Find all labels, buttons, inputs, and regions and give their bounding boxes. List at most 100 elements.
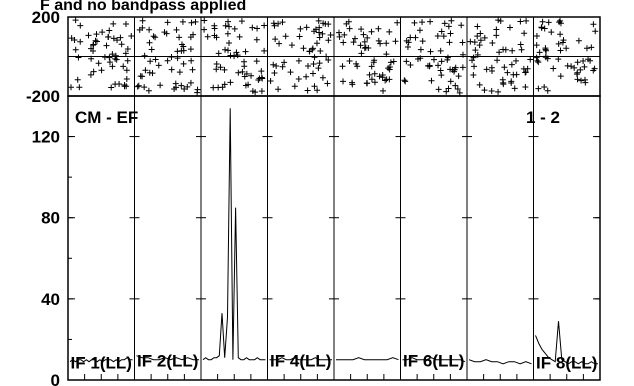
phase-tick-label: 200 (32, 8, 60, 27)
phase-point (164, 19, 171, 26)
phase-point (474, 51, 481, 58)
phase-point (267, 78, 274, 85)
series-label: IF 6(LL) (403, 352, 464, 371)
phase-point (142, 67, 149, 74)
phase-point (459, 64, 466, 71)
phase-point (113, 56, 120, 63)
phase-point (305, 62, 312, 69)
phase-point (511, 85, 518, 92)
phase-point (184, 83, 191, 90)
phase-point (224, 30, 231, 37)
phase-point (590, 21, 597, 28)
phase-point (92, 37, 99, 44)
amplitude-line-8 (535, 321, 598, 365)
phase-points-7 (467, 17, 534, 95)
phase-point (437, 47, 444, 54)
phase-point (354, 63, 361, 70)
phase-point (560, 37, 567, 44)
phase-point (219, 84, 226, 91)
phase-point (85, 32, 92, 39)
phase-point (349, 81, 356, 88)
phase-point (563, 45, 570, 52)
phase-point (536, 49, 543, 56)
phase-point (178, 82, 185, 89)
phase-point (435, 86, 442, 93)
phase-point (201, 26, 208, 33)
phase-point (171, 86, 178, 93)
phase-point (168, 53, 175, 60)
phase-point (402, 78, 409, 85)
phase-point (190, 31, 197, 38)
phase-point (317, 48, 324, 55)
phase-point (496, 49, 503, 56)
phase-point (242, 48, 249, 55)
phase-point (77, 22, 84, 29)
phase-point (204, 33, 211, 40)
phase-point (336, 29, 343, 36)
phase-point (320, 20, 327, 27)
phase-point (295, 57, 302, 64)
phase-point (575, 37, 582, 44)
phase-point (314, 87, 321, 94)
phase-point (112, 52, 119, 59)
phase-point (139, 17, 146, 24)
phase-point (489, 40, 496, 47)
phase-point (379, 74, 386, 81)
phase-point (68, 35, 75, 42)
phase-point (434, 32, 441, 39)
phase-point (72, 46, 79, 53)
phase-point (88, 45, 95, 52)
phase-point (316, 60, 323, 67)
phase-point (523, 17, 530, 24)
phase-point (272, 36, 279, 43)
phase-point (375, 25, 382, 32)
phase-point (366, 71, 373, 78)
phase-point (509, 47, 516, 54)
phase-point (512, 57, 519, 64)
phase-point (172, 80, 179, 87)
phase-point (488, 68, 495, 75)
phase-point (188, 19, 195, 26)
phase-point (252, 89, 259, 96)
phase-point (139, 73, 146, 80)
phase-point (279, 63, 286, 70)
phase-point (255, 77, 262, 84)
phase-point (164, 57, 171, 64)
phase-point (187, 46, 194, 53)
phase-point (152, 34, 159, 41)
phase-point (306, 48, 313, 55)
phase-point (181, 86, 188, 93)
phase-point (437, 67, 444, 74)
phase-point (358, 26, 365, 33)
phase-point (517, 18, 524, 25)
phase-point (573, 71, 580, 78)
phase-point (90, 68, 97, 75)
phase-point (557, 73, 564, 80)
phase-point (275, 20, 282, 27)
amplitude-line-3 (202, 108, 266, 361)
phase-point (445, 23, 452, 30)
phase-point (261, 47, 268, 54)
phase-point (365, 45, 372, 52)
phase-point (315, 65, 322, 72)
phase-point (88, 55, 95, 62)
phase-point (146, 26, 153, 33)
phase-point (435, 62, 442, 69)
phase-point (282, 33, 289, 40)
phase-point (471, 63, 478, 70)
phase-point (311, 28, 318, 35)
phase-point (225, 47, 232, 54)
phase-point (541, 83, 548, 90)
phase-point (555, 56, 562, 63)
phase-points-8 (533, 17, 599, 94)
amplitude-line-5 (336, 357, 399, 361)
phase-point (497, 17, 504, 24)
phase-point (192, 18, 199, 25)
phase-point (217, 64, 224, 71)
phase-point (124, 45, 131, 52)
phase-point (544, 55, 551, 62)
phase-point (438, 58, 445, 65)
phase-point (481, 34, 488, 41)
phase-point (477, 37, 484, 44)
phase-point (150, 33, 157, 40)
